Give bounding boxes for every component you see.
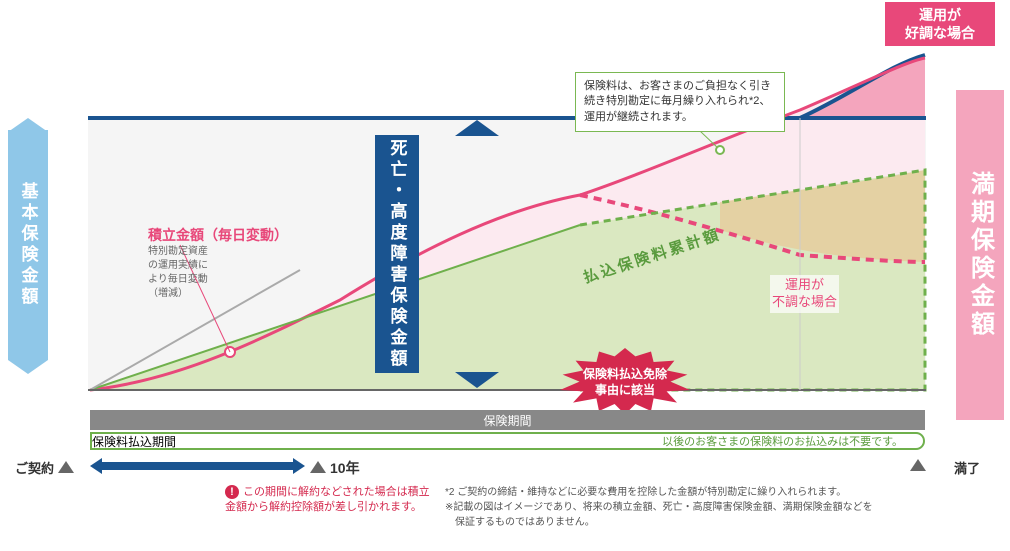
center-arrow-bot <box>455 372 499 388</box>
center-arrow-top <box>455 120 499 136</box>
left-axis-arrow-bot <box>8 360 48 374</box>
center-axis-label: 死亡・高度障害保険金額 <box>375 135 419 373</box>
left-axis-label: 基本保険金額 <box>8 130 48 360</box>
year-10-label: 10年 <box>310 458 360 478</box>
right-axis-label: 満期保険金額 <box>956 90 1004 420</box>
no-payment-label: 以後のお客さまの保険料のお払込みは不要です。 <box>662 433 903 449</box>
end-marker <box>910 458 926 476</box>
insurance-period-bar: 保険期間 <box>90 410 925 430</box>
footnote-text: *2 ご契約の締結・維持などに必要な費用を控除した金額が特別勘定に繰り入れられま… <box>445 485 965 530</box>
surrender-warning: この期間に解約などされた場合は積立 金額から解約控除額が差し引かれます。 <box>225 485 430 516</box>
ten-year-arrow <box>100 462 295 470</box>
accumulated-note: 特別勘定資産 の運用実績に より毎日変動 （増減） <box>148 245 208 301</box>
premium-callout: 保険料は、お客さまのご負担なく引き続き特別勘定に毎月繰り入れられ*2、運用が継続… <box>575 72 785 132</box>
good-scenario-label: 運用が 好調な場合 <box>885 2 995 46</box>
contract-start-label: ご契約 <box>15 458 74 477</box>
contract-end-label: 満了 <box>954 458 980 477</box>
payment-period-bar: 保険料払込期間 以後のお客さまの保険料のお払込みは不要です。 <box>90 432 925 450</box>
bad-scenario-label: 運用が 不調な場合 <box>770 275 839 313</box>
accumulated-label: 積立金額（毎日変動） <box>148 225 288 245</box>
payment-period-label: 保険料払込期間 <box>92 433 176 450</box>
